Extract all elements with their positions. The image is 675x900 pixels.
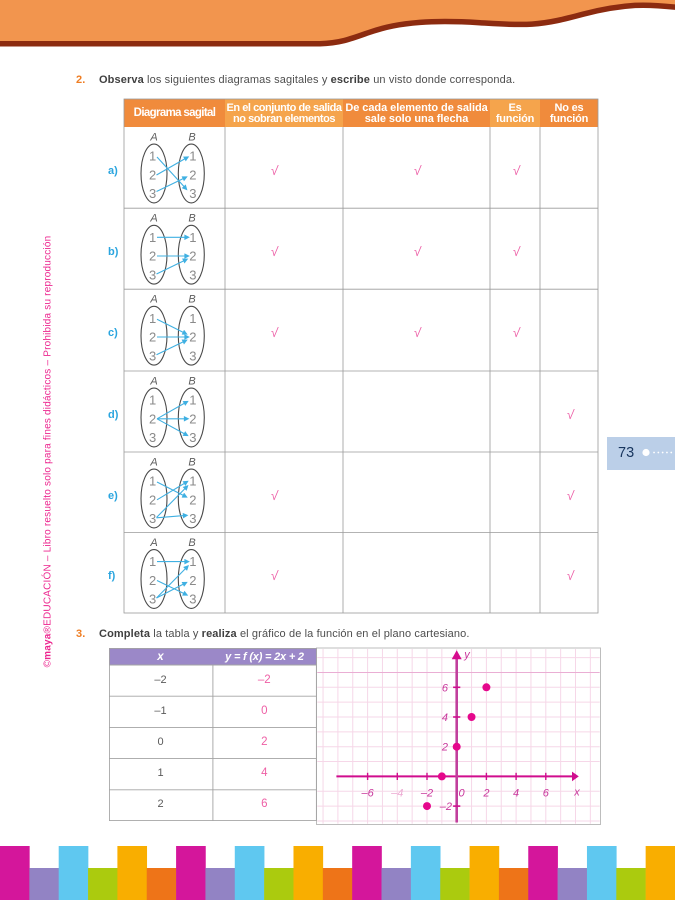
svg-text:2: 2 [189,492,196,507]
svg-text:1: 1 [149,230,156,245]
svg-text:0: 0 [458,788,465,800]
svg-text:2: 2 [482,788,489,800]
svg-text:–2: –2 [439,801,452,813]
svg-text:B: B [188,537,195,549]
svg-text:1: 1 [189,393,196,408]
svg-text:3: 3 [189,430,196,445]
svg-text:2: 2 [149,330,156,345]
svg-text:1: 1 [189,474,196,489]
svg-text:2: 2 [149,573,156,588]
svg-text:1: 1 [189,230,196,245]
svg-text:B: B [188,213,195,225]
svg-text:1: 1 [189,311,196,326]
svg-text:3: 3 [149,348,156,363]
svg-text:B: B [188,294,195,306]
svg-text:6: 6 [543,788,550,800]
svg-text:3: 3 [189,592,196,607]
svg-text:1: 1 [189,149,196,164]
svg-text:4: 4 [513,788,519,800]
svg-text:B: B [188,457,195,469]
svg-text:1: 1 [149,474,156,489]
svg-text:A: A [149,132,157,144]
svg-text:1: 1 [149,311,156,326]
svg-text:2: 2 [149,249,156,264]
svg-text:3: 3 [189,348,196,363]
svg-text:–2: –2 [420,788,433,800]
svg-text:1: 1 [149,554,156,569]
svg-text:3: 3 [189,186,196,201]
svg-text:2: 2 [441,742,448,754]
svg-text:B: B [188,376,195,388]
svg-text:2: 2 [149,167,156,182]
svg-text:2: 2 [189,411,196,426]
svg-text:y: y [463,649,471,661]
svg-text:A: A [149,537,157,549]
svg-text:2: 2 [189,167,196,182]
svg-text:–4: –4 [390,788,403,800]
svg-text:3: 3 [149,267,156,282]
svg-text:2: 2 [149,492,156,507]
svg-text:2: 2 [189,249,196,264]
svg-text:1: 1 [149,149,156,164]
svg-text:A: A [149,294,157,306]
svg-text:3: 3 [189,511,196,526]
svg-text:1: 1 [149,393,156,408]
svg-text:2: 2 [189,573,196,588]
svg-text:2: 2 [189,330,196,345]
svg-text:–6: –6 [360,788,374,800]
svg-text:3: 3 [189,267,196,282]
svg-text:4: 4 [442,712,448,724]
svg-text:2: 2 [149,411,156,426]
svg-text:3: 3 [149,186,156,201]
svg-text:A: A [149,213,157,225]
svg-text:x: x [573,787,580,799]
svg-text:3: 3 [149,430,156,445]
svg-text:1: 1 [189,554,196,569]
svg-text:3: 3 [149,592,156,607]
svg-text:A: A [149,457,157,469]
svg-text:B: B [188,132,195,144]
svg-text:A: A [149,376,157,388]
svg-text:3: 3 [149,511,156,526]
svg-text:6: 6 [442,682,449,694]
